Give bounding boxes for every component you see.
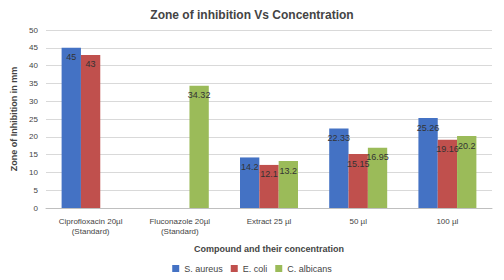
- svg-text:50: 50: [29, 26, 38, 35]
- svg-text:Compound and their concentrati: Compound and their concentration: [194, 244, 344, 254]
- svg-text:15.15: 15.15: [346, 158, 370, 169]
- svg-text:43: 43: [86, 59, 96, 69]
- svg-text:Zone of inhibition Vs Concentr: Zone of inhibition Vs Concentration: [150, 8, 353, 22]
- svg-text:0: 0: [34, 204, 39, 213]
- svg-text:45: 45: [66, 52, 76, 62]
- svg-text:19.16: 19.16: [436, 144, 459, 154]
- svg-text:E. coli: E. coli: [243, 264, 268, 274]
- svg-text:(Standard): (Standard): [72, 227, 110, 236]
- svg-text:25.26: 25.26: [417, 123, 440, 133]
- svg-text:45: 45: [29, 43, 38, 52]
- svg-text:20.2: 20.2: [458, 141, 476, 151]
- svg-text:16.95: 16.95: [366, 152, 389, 162]
- svg-text:22.33: 22.33: [328, 133, 351, 143]
- svg-text:40: 40: [29, 61, 38, 70]
- svg-text:25: 25: [29, 115, 38, 124]
- svg-text:S. aureus: S. aureus: [184, 264, 223, 274]
- svg-text:Zone of Inhibition in mm: Zone of Inhibition in mm: [9, 67, 19, 171]
- svg-text:35: 35: [29, 79, 38, 88]
- svg-text:Ciprofloxacin 20µl: Ciprofloxacin 20µl: [59, 217, 123, 226]
- svg-text:12.1: 12.1: [260, 169, 278, 179]
- svg-text:50 µl: 50 µl: [349, 217, 367, 226]
- svg-text:10: 10: [29, 168, 38, 177]
- svg-text:34.32: 34.32: [188, 90, 211, 100]
- svg-text:13.2: 13.2: [280, 166, 298, 176]
- svg-text:(Standard): (Standard): [161, 227, 199, 236]
- svg-text:C. albicans: C. albicans: [287, 264, 332, 274]
- svg-text:30: 30: [29, 97, 38, 106]
- svg-text:100 µl: 100 µl: [436, 217, 458, 226]
- svg-text:20: 20: [29, 132, 38, 141]
- svg-text:14.2: 14.2: [241, 162, 259, 172]
- svg-text:5: 5: [34, 186, 39, 195]
- svg-text:Extract 25 µl: Extract 25 µl: [247, 217, 292, 226]
- svg-text:Fluconazole 20µl: Fluconazole 20µl: [149, 217, 210, 226]
- svg-text:15: 15: [29, 150, 38, 159]
